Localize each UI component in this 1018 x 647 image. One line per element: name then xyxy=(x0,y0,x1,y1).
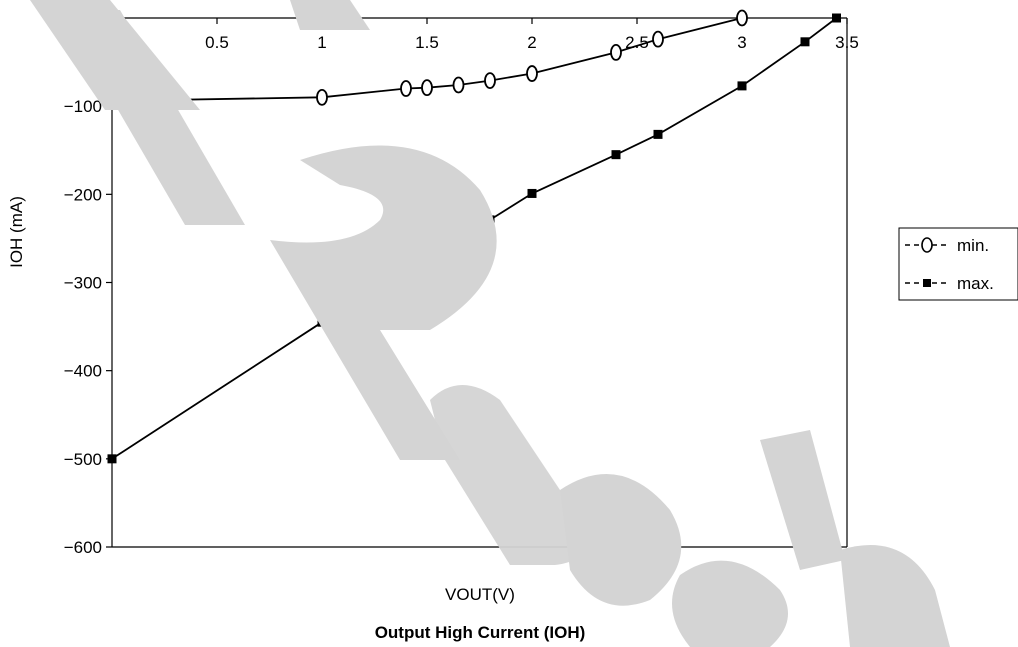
x-tick-label: 2 xyxy=(527,33,536,52)
legend-entry-min: min. xyxy=(905,236,989,255)
legend-marker-max xyxy=(923,279,931,287)
x-tick-label: 3.5 xyxy=(835,33,859,52)
data-point-max xyxy=(800,37,810,47)
data-point-max xyxy=(737,81,747,91)
data-point-min xyxy=(400,80,412,97)
y-axis-title: IOH (mA) xyxy=(7,196,26,268)
legend-box xyxy=(898,227,1018,301)
x-axis: 00.511.522.533.5 xyxy=(107,18,859,52)
data-point-max xyxy=(832,13,841,23)
legend: min. max. xyxy=(898,227,1018,301)
data-point-min xyxy=(452,76,465,94)
y-tick-label: −600 xyxy=(64,538,102,557)
watermark xyxy=(30,0,950,647)
data-point-min xyxy=(421,79,433,97)
x-tick-label: 3 xyxy=(737,33,746,52)
legend-label-max: max. xyxy=(957,274,994,293)
y-tick-label: −500 xyxy=(64,450,102,469)
data-point-max xyxy=(611,150,621,160)
series-line-min xyxy=(111,17,743,102)
data-point-min xyxy=(610,43,622,61)
y-tick-label: −100 xyxy=(64,97,102,116)
data-point-min xyxy=(526,65,538,82)
y-tick-label: −400 xyxy=(64,362,102,381)
x-axis-title: VOUT(V) xyxy=(445,585,515,604)
y-tick-label: −200 xyxy=(64,185,102,204)
legend-label-min: min. xyxy=(957,236,989,255)
x-tick-label: 1.5 xyxy=(415,33,439,52)
chart-title: Output High Current (IOH) xyxy=(375,623,586,642)
x-tick-label: 0.5 xyxy=(205,33,229,52)
data-point-min xyxy=(316,88,328,106)
data-point-max xyxy=(107,454,117,464)
x-tick-label: 1 xyxy=(317,33,326,52)
data-point-min xyxy=(652,30,664,48)
data-point-min xyxy=(736,9,748,27)
legend-marker-min xyxy=(921,237,933,253)
data-point-min xyxy=(484,72,496,89)
data-point-max xyxy=(527,188,537,198)
y-tick-label: −300 xyxy=(64,274,102,293)
legend-entry-max: max. xyxy=(905,274,994,293)
data-point-max xyxy=(653,129,663,139)
